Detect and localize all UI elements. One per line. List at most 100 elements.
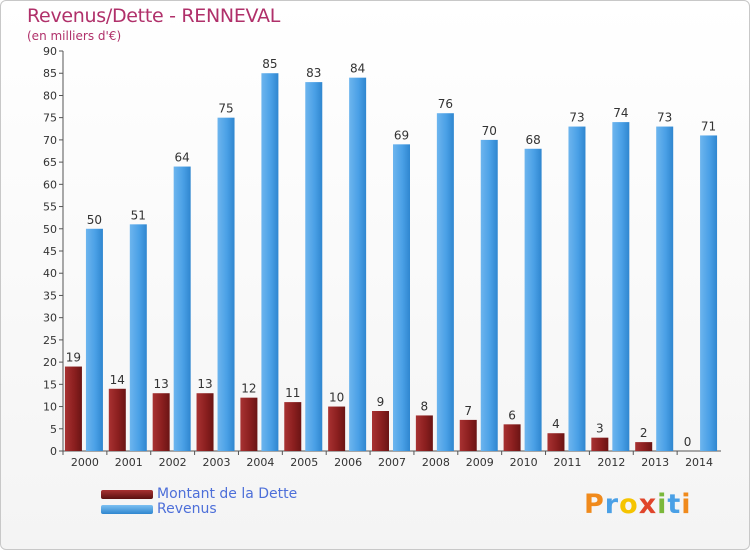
bar-value-label-debt: 13 [154, 377, 169, 391]
legend-label-revenue: Revenus [157, 501, 217, 517]
bar-revenue [305, 82, 323, 451]
bar-value-label-revenue: 50 [87, 213, 102, 227]
x-tick-label: 2000 [71, 456, 99, 469]
x-tick-label: 2006 [334, 456, 362, 469]
bar-value-label-revenue: 69 [394, 128, 409, 142]
legend-swatch-revenue [101, 505, 153, 514]
y-tick-label: 40 [43, 267, 57, 280]
y-tick-label: 65 [43, 156, 57, 169]
x-tick-label: 2013 [641, 456, 669, 469]
bar-value-label-revenue: 70 [482, 124, 497, 138]
x-tick-label: 2003 [203, 456, 231, 469]
bar-debt [415, 415, 433, 451]
x-tick-label: 2010 [510, 456, 538, 469]
bar-revenue [217, 117, 235, 452]
y-tick-label: 10 [43, 401, 57, 414]
bar-debt [547, 433, 565, 451]
bar-debt [635, 442, 653, 451]
bar-revenue [261, 73, 279, 451]
bar-debt [108, 388, 126, 451]
bar-revenue [393, 144, 410, 452]
bar-value-label-debt: 9 [377, 395, 385, 409]
logo-letter: P [584, 489, 605, 520]
logo-letter: x [638, 489, 658, 520]
bar-revenue [129, 224, 147, 451]
bar-value-label-debt: 6 [508, 408, 516, 422]
chart-title: Revenus/Dette - RENNEVAL [27, 5, 281, 27]
bar-value-label-debt: 4 [552, 417, 560, 431]
bar-revenue [436, 113, 454, 451]
bar-value-label-revenue: 85 [262, 57, 277, 71]
bar-debt [284, 402, 302, 451]
bar-value-label-revenue: 74 [613, 106, 628, 120]
y-tick-label: 60 [43, 178, 57, 191]
y-tick-label: 70 [43, 134, 57, 147]
logo-letter: i [681, 489, 692, 520]
bar-value-label-debt: 0 [684, 435, 692, 449]
bar-revenue [612, 122, 630, 451]
x-tick-label: 2004 [246, 456, 274, 469]
y-tick-label: 90 [43, 45, 57, 58]
bar-revenue [173, 166, 191, 452]
bar-value-label-revenue: 83 [306, 66, 321, 80]
legend-swatch-debt [101, 490, 153, 499]
x-tick-label: 2008 [422, 456, 450, 469]
bar-revenue [568, 126, 586, 452]
bar-revenue [524, 148, 542, 451]
x-tick-label: 2009 [466, 456, 494, 469]
bar-debt [591, 437, 609, 451]
chart-subtitle: (en milliers d'€) [27, 29, 122, 43]
y-tick-label: 20 [43, 356, 57, 369]
bar-chart: 0510152025303540455055606570758085902000… [43, 45, 721, 469]
y-tick-label: 5 [50, 423, 57, 436]
bar-value-label-revenue: 73 [569, 111, 584, 125]
legend-label-debt: Montant de la Dette [157, 486, 298, 502]
y-tick-label: 55 [43, 201, 57, 214]
proxiti-logo: Proxiti [584, 489, 692, 520]
bar-debt [459, 419, 477, 451]
bar-value-label-revenue: 76 [438, 97, 453, 111]
x-tick-label: 2012 [597, 456, 625, 469]
bar-debt [372, 411, 389, 451]
x-tick-label: 2007 [378, 456, 406, 469]
logo-letter: t [667, 489, 682, 520]
x-tick-label: 2002 [159, 456, 187, 469]
y-tick-label: 85 [43, 67, 57, 80]
logo-letter: i [657, 489, 668, 520]
bar-value-label-revenue: 75 [218, 102, 233, 116]
y-tick-label: 35 [43, 289, 57, 302]
y-tick-label: 50 [43, 223, 57, 236]
bar-value-label-debt: 11 [285, 386, 300, 400]
bar-revenue [700, 135, 718, 451]
x-tick-label: 2011 [553, 456, 581, 469]
x-tick-label: 2001 [115, 456, 143, 469]
y-tick-label: 15 [43, 378, 57, 391]
bar-revenue [349, 77, 367, 452]
bar-debt [152, 393, 170, 451]
logo-letter: o [619, 489, 639, 520]
bar-value-label-debt: 7 [464, 404, 472, 418]
bar-revenue [656, 126, 674, 452]
bar-value-label-debt: 3 [596, 422, 604, 436]
bar-value-label-debt: 2 [640, 426, 648, 440]
bar-value-label-revenue: 51 [131, 208, 146, 222]
bar-debt [240, 397, 258, 451]
x-tick-label: 2005 [290, 456, 318, 469]
bar-debt [64, 366, 82, 451]
bar-value-label-debt: 8 [421, 399, 429, 413]
bar-value-label-debt: 10 [329, 391, 344, 405]
bar-value-label-debt: 12 [241, 382, 256, 396]
y-tick-label: 30 [43, 312, 57, 325]
bar-revenue [480, 139, 498, 451]
bar-value-label-debt: 13 [197, 377, 212, 391]
bar-value-label-revenue: 84 [350, 62, 365, 76]
bar-value-label-revenue: 68 [525, 133, 540, 147]
bar-value-label-revenue: 64 [175, 151, 190, 165]
bar-value-label-debt: 19 [66, 351, 81, 365]
y-tick-label: 25 [43, 334, 57, 347]
bar-revenue [85, 228, 103, 451]
y-tick-label: 45 [43, 245, 57, 258]
x-tick-label: 2014 [685, 456, 713, 469]
bar-debt [328, 406, 346, 451]
bar-value-label-debt: 14 [110, 373, 125, 387]
